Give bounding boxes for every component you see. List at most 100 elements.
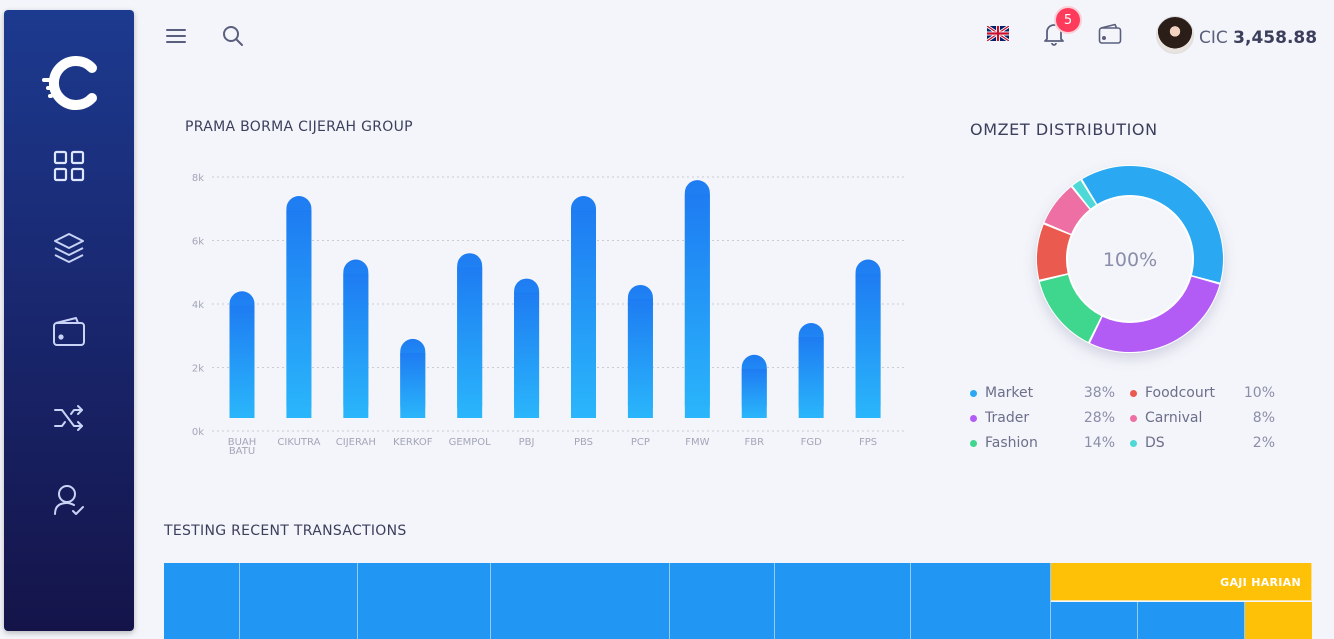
legend-percent: 10% — [1243, 385, 1275, 401]
grid-icon — [53, 150, 85, 182]
y-tick-label: 2k — [192, 364, 204, 375]
legend-dot — [970, 414, 977, 422]
pie-slice — [1039, 274, 1102, 343]
legend-label: Market — [985, 385, 1034, 401]
bar-body — [684, 194, 710, 418]
pie-slice — [1037, 224, 1071, 280]
x-tick-label: CIJERAH — [336, 437, 376, 448]
x-tick-label: KERKOF — [393, 437, 433, 448]
legend-label: Foodcourt — [1145, 385, 1215, 401]
donut-chart-title: OMZET DISTRIBUTION — [970, 120, 1158, 139]
search-button[interactable] — [221, 24, 245, 52]
x-tick-label: GEMPOL — [449, 437, 492, 448]
x-tick-label: CIKUTRA — [277, 437, 320, 448]
pie-slice — [1072, 180, 1096, 209]
legend-label: Carnival — [1145, 410, 1203, 426]
bar-body — [514, 292, 540, 418]
bar-chart-title: PRAMA BORMA CIJERAH GROUP — [185, 119, 413, 135]
x-tick-label: PBJ — [519, 437, 535, 448]
legend-item: Foodcourt — [1130, 385, 1215, 401]
legend-percent: 14% — [1083, 435, 1115, 451]
hamburger-icon — [166, 29, 186, 43]
sidebar — [4, 10, 134, 631]
legend-item: Trader — [970, 410, 1029, 426]
balance-value: 3,458.88 — [1233, 28, 1318, 48]
wallet-icon — [53, 317, 85, 346]
uk-flag-icon — [986, 24, 1010, 43]
legend-item: Fashion — [970, 435, 1038, 451]
bar-body — [400, 352, 426, 418]
bar-body — [855, 273, 881, 418]
table-header-cell — [240, 563, 358, 639]
x-tick-label: FPS — [859, 437, 877, 448]
pie-slice — [1090, 276, 1220, 352]
legend-percent: 38% — [1083, 385, 1115, 401]
legend-percent: 8% — [1252, 410, 1275, 426]
y-tick-label: 0k — [192, 427, 204, 438]
legend-percent: 28% — [1083, 410, 1115, 426]
x-tick-label: FGD — [801, 437, 823, 448]
balance-display: CIC 3,458.88 — [1199, 28, 1317, 48]
table-header-cell — [775, 563, 911, 639]
layers-icon — [54, 233, 84, 263]
legend-label: DS — [1145, 435, 1165, 451]
sidebar-item-transfer[interactable] — [49, 398, 89, 438]
table-header-cell — [670, 563, 775, 639]
x-tick-label: FMW — [685, 437, 709, 448]
legend-dot — [1130, 439, 1137, 447]
legend-item: Market — [970, 385, 1033, 401]
table-header-cell — [358, 563, 491, 639]
x-tick-label: BUAH — [228, 437, 257, 448]
legend-dot — [1130, 389, 1137, 397]
shuffle-icon — [54, 405, 83, 431]
language-selector[interactable] — [986, 24, 1010, 45]
sidebar-item-layers[interactable] — [49, 228, 89, 268]
table-header-cell — [911, 563, 1051, 639]
table-header-cell — [491, 563, 670, 639]
x-tick-label: PCP — [631, 437, 650, 448]
wallet-button[interactable] — [1098, 23, 1122, 49]
bar-body — [457, 267, 483, 418]
sidebar-item-users[interactable] — [49, 480, 89, 520]
sidebar-item-dashboard[interactable] — [49, 146, 89, 186]
legend-item: Carnival — [1130, 410, 1202, 426]
y-tick-label: 8k — [192, 173, 204, 184]
table-group-header: GAJI HARIAN — [1051, 563, 1312, 601]
donut-hole — [1068, 197, 1192, 321]
legend-dot — [970, 439, 977, 447]
pie-slice — [1044, 187, 1090, 234]
bar-body — [798, 337, 824, 418]
x-tick-label: FBR — [744, 437, 764, 448]
table-subheader-cell — [1138, 602, 1245, 639]
legend-label: Fashion — [985, 435, 1038, 451]
group-header-label: GAJI HARIAN — [1220, 576, 1301, 589]
table-header-cell — [164, 563, 240, 639]
transactions-title: TESTING RECENT TRANSACTIONS — [164, 523, 407, 539]
table-subheader-cell — [1051, 602, 1138, 639]
logo[interactable] — [40, 52, 102, 114]
donut-chart: 100% — [1036, 165, 1224, 353]
table-subheader-cell — [1245, 602, 1312, 639]
sidebar-item-wallet[interactable] — [49, 312, 89, 352]
wallet-icon — [1098, 23, 1122, 44]
donut-center-label: 100% — [1103, 249, 1157, 271]
legend-label: Trader — [985, 410, 1030, 426]
transactions-table: GAJI HARIAN — [164, 563, 1312, 639]
user-check-icon — [54, 485, 84, 515]
search-icon — [223, 26, 243, 46]
menu-button[interactable] — [164, 25, 188, 51]
bar-body — [229, 305, 255, 418]
avatar[interactable] — [1156, 16, 1194, 54]
bar-body — [286, 210, 312, 418]
notification-count-badge: 5 — [1056, 8, 1080, 32]
bar-body — [741, 368, 767, 418]
y-tick-label: 6k — [192, 237, 204, 248]
x-tick-label: BATU — [229, 446, 255, 457]
legend-dot — [1130, 414, 1137, 422]
legend-item: DS — [1130, 435, 1165, 451]
bar-body — [571, 210, 596, 418]
bar-body — [627, 298, 653, 418]
pie-slice — [1082, 166, 1223, 283]
legend-percent: 2% — [1252, 435, 1275, 451]
